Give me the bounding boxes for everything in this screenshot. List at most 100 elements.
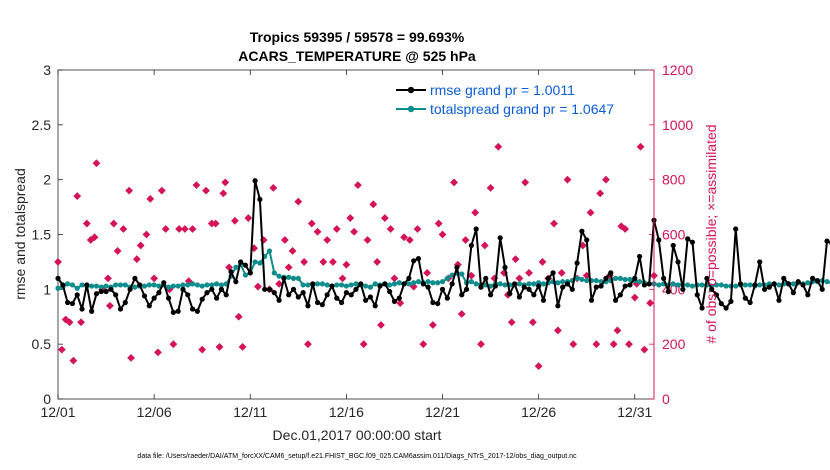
series-point-totalspread xyxy=(560,279,566,285)
obs-count-point xyxy=(198,345,207,354)
obs-count-point xyxy=(390,274,399,283)
obs-count-point xyxy=(161,225,170,233)
obs-count-point xyxy=(477,340,485,349)
footnote: data file: /Users/raeder/DAI/ATM_forcXX/… xyxy=(137,453,577,460)
series-point-totalspread xyxy=(314,281,321,287)
series-point-rmse xyxy=(262,286,268,292)
series-point-totalspread xyxy=(141,283,148,289)
obs-count-point xyxy=(369,200,378,209)
series-point-rmse xyxy=(608,270,614,276)
obs-count-point xyxy=(342,260,351,269)
series-point-totalspread xyxy=(497,281,503,287)
y-tick-label: 2 xyxy=(43,172,51,188)
series-point-rmse xyxy=(372,303,378,309)
series-point-rmse xyxy=(367,294,374,300)
series-point-rmse xyxy=(737,281,744,287)
x-tick-label: 12/06 xyxy=(137,404,172,420)
series-point-totalspread xyxy=(353,281,359,287)
series-point-rmse xyxy=(766,284,772,290)
series-point-rmse xyxy=(358,281,364,287)
line-series xyxy=(55,178,830,315)
series-point-totalspread xyxy=(156,283,162,289)
series-point-rmse xyxy=(151,295,157,301)
obs-count-point xyxy=(534,362,543,371)
x-tick-label: 12/16 xyxy=(329,404,364,420)
series-point-totalspread xyxy=(584,277,590,284)
obs-count-point xyxy=(613,326,622,335)
obs-count-point xyxy=(354,181,362,190)
series-point-rmse xyxy=(771,281,777,287)
series-point-rmse xyxy=(550,270,556,276)
obs-count-point xyxy=(82,219,91,228)
obs-count-point xyxy=(338,274,347,283)
obs-count-point xyxy=(423,268,432,277)
y-tick-label: 2.5 xyxy=(32,117,52,133)
series-point-totalspread xyxy=(214,281,220,287)
series-point-totalspread xyxy=(199,283,205,289)
series-point-rmse xyxy=(742,295,748,301)
series-point-rmse xyxy=(108,286,114,292)
obs-count-point xyxy=(238,343,247,351)
series-point-rmse xyxy=(329,283,335,289)
obs-count-point xyxy=(90,233,99,242)
series-point-totalspread xyxy=(117,282,124,288)
x-tick-label: 12/26 xyxy=(521,404,556,420)
series-point-rmse xyxy=(60,282,66,288)
series-point-rmse xyxy=(785,281,792,287)
series-point-totalspread xyxy=(502,282,508,288)
series-point-rmse xyxy=(536,283,542,289)
series-point-rmse xyxy=(199,296,205,302)
series-point-totalspread xyxy=(233,264,239,270)
series-point-totalspread xyxy=(165,284,172,290)
series-point-rmse xyxy=(473,226,479,232)
x-axis-label: Dec.01,2017 00:00:00 start xyxy=(273,427,442,443)
legend-marker-totalspread xyxy=(407,105,415,113)
series-point-totalspread xyxy=(689,283,696,289)
series-point-rmse xyxy=(93,291,100,297)
obs-count-point xyxy=(471,208,480,217)
series-point-rmse xyxy=(141,293,148,299)
obs-count-point xyxy=(221,178,230,187)
series-point-totalspread xyxy=(406,281,412,287)
obs-count-point xyxy=(636,142,645,151)
obs-count-point xyxy=(428,321,437,329)
obs-count-point xyxy=(373,258,382,266)
series-point-totalspread xyxy=(122,282,128,288)
series-point-rmse xyxy=(233,279,239,285)
series-point-rmse xyxy=(487,292,494,298)
series-point-totalspread xyxy=(617,275,623,281)
obs-count-point xyxy=(621,225,630,233)
series-point-totalspread xyxy=(540,281,547,287)
series-point-totalspread xyxy=(790,281,796,287)
series-point-rmse xyxy=(156,290,162,296)
series-point-rmse xyxy=(646,281,652,287)
series-point-rmse xyxy=(276,297,282,303)
legend-label-totalspread: totalspread grand pr = 1.0647 xyxy=(430,101,614,117)
obs-count-point xyxy=(528,318,537,327)
series-point-totalspread xyxy=(103,283,109,289)
series-point-rmse xyxy=(747,299,753,306)
series-point-rmse xyxy=(343,290,349,296)
series-point-rmse xyxy=(593,284,599,290)
x-axis: 12/01 12/06 12/11 12/16 12/21 12/26 12/31 xyxy=(40,70,652,420)
series-point-rmse xyxy=(805,292,811,298)
series-point-rmse xyxy=(617,292,623,298)
series-point-totalspread xyxy=(319,281,325,287)
obs-count-point xyxy=(550,219,558,228)
obs-count-point xyxy=(396,299,405,307)
series-point-rmse xyxy=(622,283,628,289)
series-point-totalspread xyxy=(65,281,71,287)
obs-count-point xyxy=(280,236,289,244)
obs-count-point xyxy=(521,178,530,187)
obs-count-point xyxy=(157,186,166,195)
obs-count-point xyxy=(377,321,385,329)
obs-count-point xyxy=(438,230,447,239)
series-point-totalspread xyxy=(372,281,378,287)
obs-count-point xyxy=(557,268,566,277)
obs-count-point xyxy=(136,241,145,250)
series-point-rmse xyxy=(483,275,489,281)
series-point-totalspread xyxy=(636,279,643,285)
series-point-rmse xyxy=(411,258,417,264)
